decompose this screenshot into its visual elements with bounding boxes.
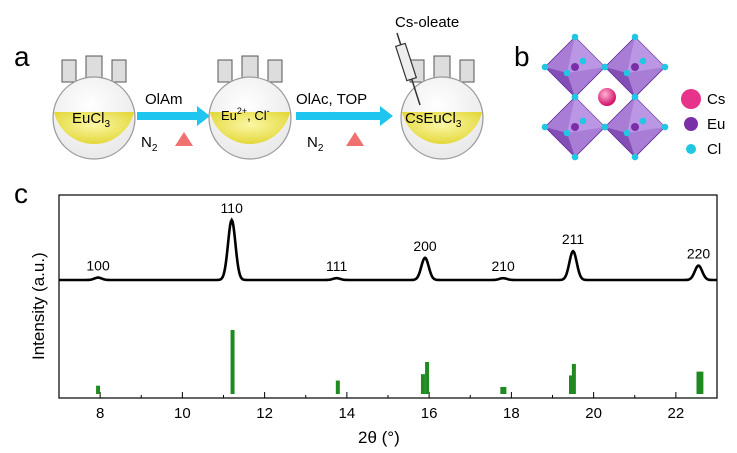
eucl6-octahedron — [541, 93, 609, 161]
cl-atom — [571, 33, 579, 41]
panel-label-a: a — [14, 41, 30, 72]
reference-stick — [571, 363, 576, 394]
cl-atom — [601, 123, 609, 131]
cl-atom — [571, 153, 579, 161]
x-tick-label: 14 — [339, 405, 356, 422]
peak-label: 211 — [562, 231, 585, 247]
syringe-icon — [394, 32, 421, 106]
legend-cs-label: Cs — [707, 91, 725, 108]
measured-xrd-pattern — [59, 217, 717, 282]
x-tick-label: 18 — [503, 405, 520, 422]
cs-atom — [598, 88, 616, 106]
cl-atom — [661, 63, 669, 71]
cl-atom — [639, 117, 647, 125]
y-axis-title: Intensity (a.u.) — [29, 252, 48, 360]
peak-label: 220 — [687, 246, 711, 262]
cl-atom — [631, 93, 639, 101]
arrow-2-atmosphere: N2 — [307, 134, 324, 154]
peak-label: 100 — [86, 258, 110, 274]
heat-icon — [346, 132, 364, 146]
peak-label: 111 — [326, 258, 347, 274]
crystal-structure — [541, 33, 669, 161]
heat-icon — [175, 132, 193, 146]
eu-atom — [571, 63, 579, 71]
cl-atom — [631, 153, 639, 161]
eucl6-octahedron — [541, 33, 609, 101]
legend-cs-marker — [681, 89, 701, 109]
flask-2: Eu2+, Cl- — [208, 55, 292, 160]
reference-stick — [96, 385, 101, 394]
eucl6-octahedron — [601, 33, 669, 101]
reference-stick — [420, 374, 425, 394]
structure-legend: Cs Eu Cl — [681, 89, 725, 158]
x-tick-label: 20 — [585, 405, 602, 422]
arrow-2-reagent: OlAc, TOP — [296, 91, 367, 108]
cl-atom — [623, 129, 631, 137]
reference-stick — [699, 371, 704, 394]
flask-1: EuCl3 — [52, 55, 136, 160]
reference-stick — [335, 380, 340, 394]
panel-label-b: b — [514, 41, 530, 72]
x-tick-label: 10 — [174, 405, 191, 422]
legend-eu-marker — [684, 117, 698, 131]
x-tick-label: 8 — [96, 405, 104, 422]
peak-label: 110 — [221, 200, 244, 216]
cl-atom — [623, 69, 631, 77]
flask-3-label: CsEuCl3 — [405, 110, 462, 130]
arrow-2: OlAc, TOP N2 — [296, 91, 393, 154]
xrd-chart: 8 10 12 14 16 18 20 22 100 110 111 200 210 211 220 2θ… — [29, 194, 718, 447]
peak-label: 200 — [413, 238, 437, 254]
x-axis-title: 2θ (°) — [358, 428, 400, 447]
flask-1-label: EuCl3 — [72, 110, 111, 130]
cl-atom — [661, 123, 669, 131]
arrow-1-reagent: OlAm — [145, 91, 183, 108]
eu-atom — [631, 63, 639, 71]
arrow-1: OlAm N2 — [137, 91, 210, 154]
arrow-1-atmosphere: N2 — [141, 134, 158, 154]
cl-atom — [631, 33, 639, 41]
reference-stick — [500, 386, 505, 394]
flask-2-label: Eu2+, Cl- — [221, 106, 270, 123]
x-tick-label: 12 — [256, 405, 273, 422]
reference-stick — [696, 371, 701, 394]
x-tick-label: 16 — [421, 405, 438, 422]
eucl6-octahedron — [601, 93, 669, 161]
flask-3: CsEuCl3 — [400, 55, 484, 160]
legend-eu-label: Eu — [707, 116, 725, 133]
syringe-label: Cs-oleate — [395, 14, 459, 31]
legend-cl-marker — [686, 144, 696, 154]
reference-stick — [425, 362, 430, 394]
eu-atom — [631, 123, 639, 131]
cl-atom — [639, 57, 647, 65]
cl-atom — [601, 63, 609, 71]
panel-label-c: c — [14, 178, 28, 209]
cl-atom — [563, 129, 571, 137]
cl-atom — [571, 93, 579, 101]
reference-stick — [230, 330, 235, 394]
reference-stick — [502, 386, 507, 394]
cl-atom — [563, 69, 571, 77]
x-tick-label: 22 — [668, 405, 685, 422]
peak-label: 210 — [491, 258, 515, 274]
plot-frame — [58, 194, 718, 399]
cl-atom — [541, 123, 549, 131]
cl-atom — [541, 63, 549, 71]
cl-atom — [579, 117, 587, 125]
cl-atom — [579, 57, 587, 65]
reference-stick — [569, 375, 574, 394]
legend-cl-label: Cl — [707, 141, 721, 158]
eu-atom — [571, 123, 579, 131]
